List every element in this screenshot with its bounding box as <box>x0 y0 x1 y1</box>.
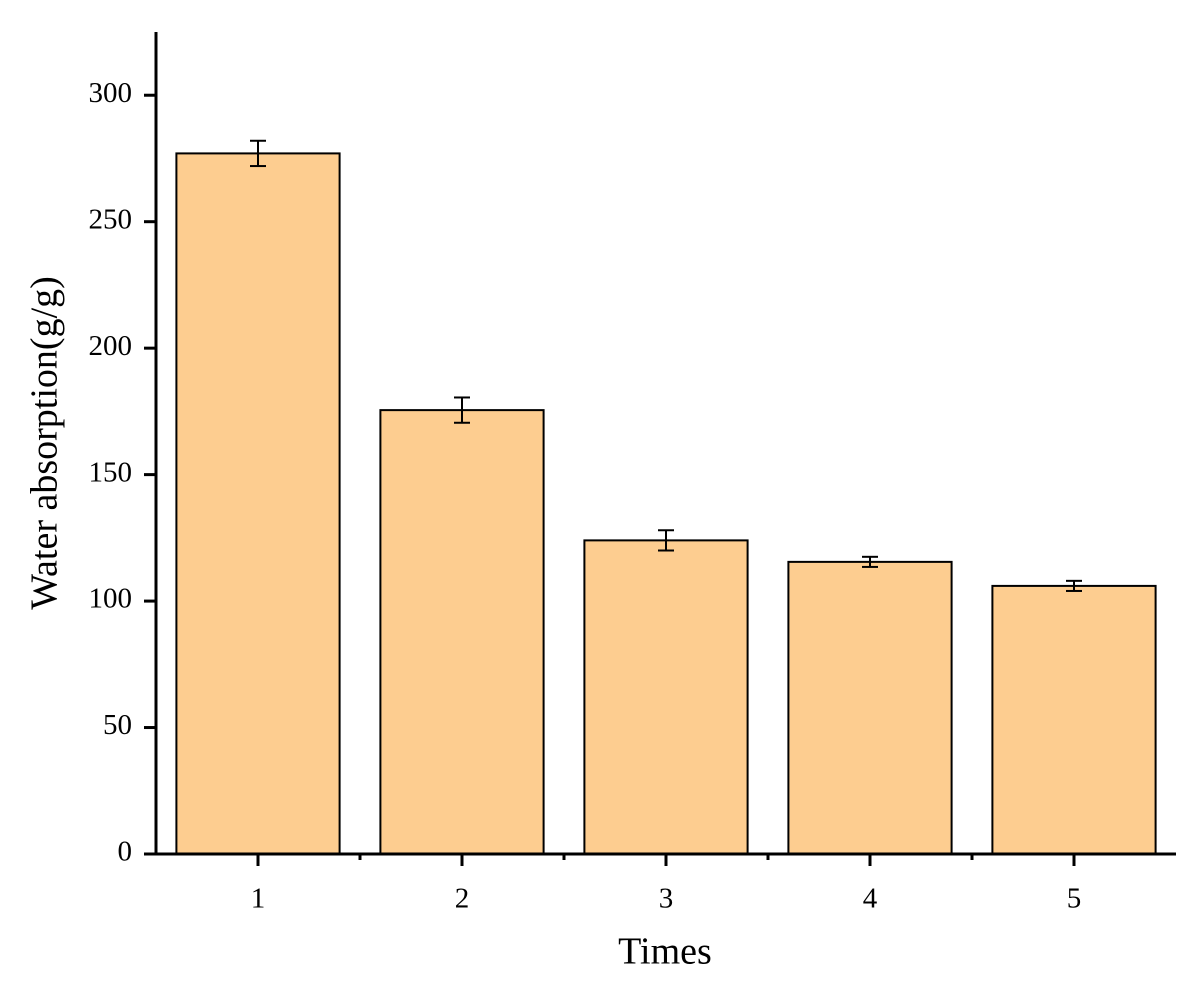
error-bar <box>862 555 878 568</box>
bar <box>787 560 953 855</box>
y-axis-label: Water absorption(g/g) <box>24 276 66 610</box>
y-tick-label: 0 <box>118 836 133 868</box>
bar <box>175 152 341 855</box>
error-bar <box>1066 579 1082 592</box>
bar <box>379 409 545 855</box>
error-bar <box>658 529 674 552</box>
x-tick-label: 2 <box>455 883 470 915</box>
x-tick-label: 3 <box>659 883 674 915</box>
x-axis-label: Times <box>618 931 712 973</box>
x-tick-label: 5 <box>1067 883 1082 915</box>
bar <box>991 584 1157 855</box>
error-bar <box>250 139 266 168</box>
y-tick-label: 250 <box>89 203 133 235</box>
x-tick-label: 4 <box>863 883 878 915</box>
x-tick-label: 1 <box>251 883 266 915</box>
y-tick-label: 100 <box>89 583 133 615</box>
y-tick-label: 200 <box>89 330 133 362</box>
y-tick-label: 300 <box>89 77 133 109</box>
y-tick-label: 50 <box>103 709 132 741</box>
y-tick-label: 150 <box>89 456 133 488</box>
bar <box>583 539 749 855</box>
error-bar <box>454 396 470 424</box>
